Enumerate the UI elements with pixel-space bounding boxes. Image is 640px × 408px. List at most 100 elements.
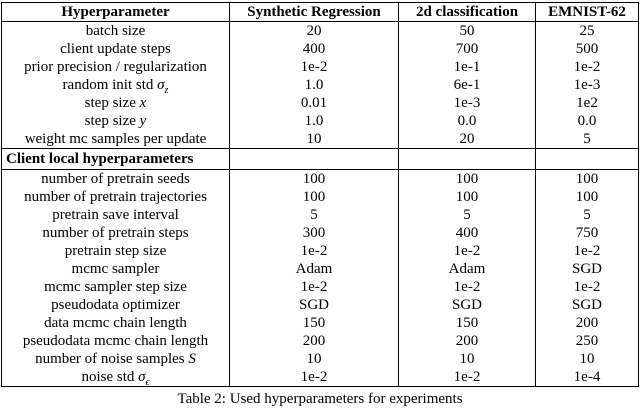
value-cell: 1e-2: [535, 242, 639, 260]
row-label: pseudodata mcmc chain length: [1, 332, 230, 350]
row-label: noise std σϵ: [1, 368, 230, 387]
value-cell: 1e-2: [535, 278, 639, 296]
value-cell: 0.01: [229, 94, 399, 112]
value-cell: 1e-2: [398, 368, 536, 387]
math-subscript: z: [164, 85, 169, 95]
row-label: data mcmc chain length: [1, 314, 230, 332]
table-row: weight mc samples per update 10 20 5: [1, 130, 639, 149]
value-cell: 5: [535, 206, 639, 224]
value-cell: 1.0: [229, 112, 399, 130]
value-cell: 1e2: [535, 94, 639, 112]
value-cell: 1e-2: [229, 368, 399, 387]
value-cell: 20: [229, 21, 399, 40]
table-row: pretrain save interval 5 5 5: [1, 206, 639, 224]
row-label: pretrain step size: [1, 242, 230, 260]
value-cell: Adam: [398, 260, 536, 278]
math-symbol: σz: [157, 77, 169, 95]
value-cell: 300: [229, 224, 399, 242]
row-label: number of pretrain trajectories: [1, 188, 230, 206]
value-cell: 10: [535, 350, 639, 368]
value-cell: 200: [229, 332, 399, 350]
value-cell: SGD: [398, 296, 536, 314]
value-cell: 700: [398, 40, 536, 58]
value-cell: 10: [398, 350, 536, 368]
value-cell: 1.0: [229, 76, 399, 94]
row-label: prior precision / regularization: [1, 58, 230, 76]
value-cell: 1e-2: [535, 58, 639, 76]
value-cell: SGD: [535, 296, 639, 314]
value-cell: 150: [229, 314, 399, 332]
row-label: weight mc samples per update: [1, 130, 230, 149]
value-cell: 1e-3: [535, 76, 639, 94]
row-label: mcmc sampler step size: [1, 278, 230, 296]
value-cell: 1e-2: [229, 278, 399, 296]
value-cell: 100: [229, 169, 399, 188]
row-label: batch size: [1, 21, 230, 40]
value-cell: 1e-1: [398, 58, 536, 76]
table-row: client update steps 400 700 500: [1, 40, 639, 58]
value-cell: 0.0: [398, 112, 536, 130]
value-cell: 100: [535, 188, 639, 206]
row-label: number of noise samples S: [1, 350, 230, 368]
value-cell: 100: [535, 169, 639, 188]
value-cell: 1e-2: [229, 58, 399, 76]
value-cell: Adam: [229, 260, 399, 278]
value-cell: 20: [398, 130, 536, 149]
empty-cell: [535, 148, 639, 170]
row-label: step size x: [1, 94, 230, 112]
empty-cell: [398, 148, 536, 170]
table-row: number of pretrain trajectories 100 100 100: [1, 188, 639, 206]
value-cell: 750: [535, 224, 639, 242]
value-cell: 500: [535, 40, 639, 58]
value-cell: 1e-4: [535, 368, 639, 387]
empty-cell: [229, 148, 399, 170]
value-cell: 1e-2: [398, 278, 536, 296]
table-row: mcmc sampler step size 1e-2 1e-2 1e-2: [1, 278, 639, 296]
value-cell: 1e-2: [398, 242, 536, 260]
table-row: number of noise samples S 10 10 10: [1, 350, 639, 368]
header-row: Hyperparameter Synthetic Regression 2d c…: [1, 2, 639, 22]
column-header-emnist-62: EMNIST-62: [535, 2, 639, 22]
row-label: pretrain save interval: [1, 206, 230, 224]
table-body: batch size 20 50 25 client update steps 400 70…: [1, 21, 639, 387]
value-cell: 10: [229, 350, 399, 368]
value-cell: 5: [229, 206, 399, 224]
value-cell: 10: [229, 130, 399, 149]
value-cell: 6e-1: [398, 76, 536, 94]
table-row: pseudodata optimizer SGD SGD SGD: [1, 296, 639, 314]
table-row: batch size 20 50 25: [1, 21, 639, 40]
hyperparameters-table: Hyperparameter Synthetic Regression 2d c…: [1, 2, 639, 387]
row-label: pseudodata optimizer: [1, 296, 230, 314]
value-cell: 5: [398, 206, 536, 224]
value-cell: 1e-3: [398, 94, 536, 112]
table-row: data mcmc chain length 150 150 200: [1, 314, 639, 332]
table-row: noise std σϵ 1e-2 1e-2 1e-4: [1, 368, 639, 387]
section-header-label: Client local hyperparameters: [1, 148, 230, 170]
math-subscript: ϵ: [145, 377, 150, 387]
row-label: random init std σz: [1, 76, 230, 95]
column-header-2d-classification: 2d classification: [398, 2, 536, 22]
table-row: random init std σz 1.0 6e-1 1e-3: [1, 76, 639, 95]
value-cell: 0.0: [535, 112, 639, 130]
value-cell: 50: [398, 21, 536, 40]
value-cell: 400: [398, 224, 536, 242]
value-cell: SGD: [535, 260, 639, 278]
column-header-hyperparameter: Hyperparameter: [1, 2, 230, 22]
value-cell: 1e-2: [229, 242, 399, 260]
table-row: mcmc sampler Adam Adam SGD: [1, 260, 639, 278]
row-label: number of pretrain seeds: [1, 169, 230, 188]
table-row: step size x 0.01 1e-3 1e2: [1, 94, 639, 112]
table-row: step size y 1.0 0.0 0.0: [1, 112, 639, 130]
row-label: number of pretrain steps: [1, 224, 230, 242]
math-symbol: x: [139, 95, 147, 111]
value-cell: 200: [398, 332, 536, 350]
value-cell: 100: [398, 169, 536, 188]
math-symbol: y: [139, 113, 147, 129]
table-row: prior precision / regularization 1e-2 1e-1…: [1, 58, 639, 76]
value-cell: SGD: [229, 296, 399, 314]
table-row: pseudodata mcmc chain length 200 200 250: [1, 332, 639, 350]
value-cell: 5: [535, 130, 639, 149]
math-symbol: σϵ: [138, 369, 150, 387]
table-row: number of pretrain steps 300 400 750: [1, 224, 639, 242]
